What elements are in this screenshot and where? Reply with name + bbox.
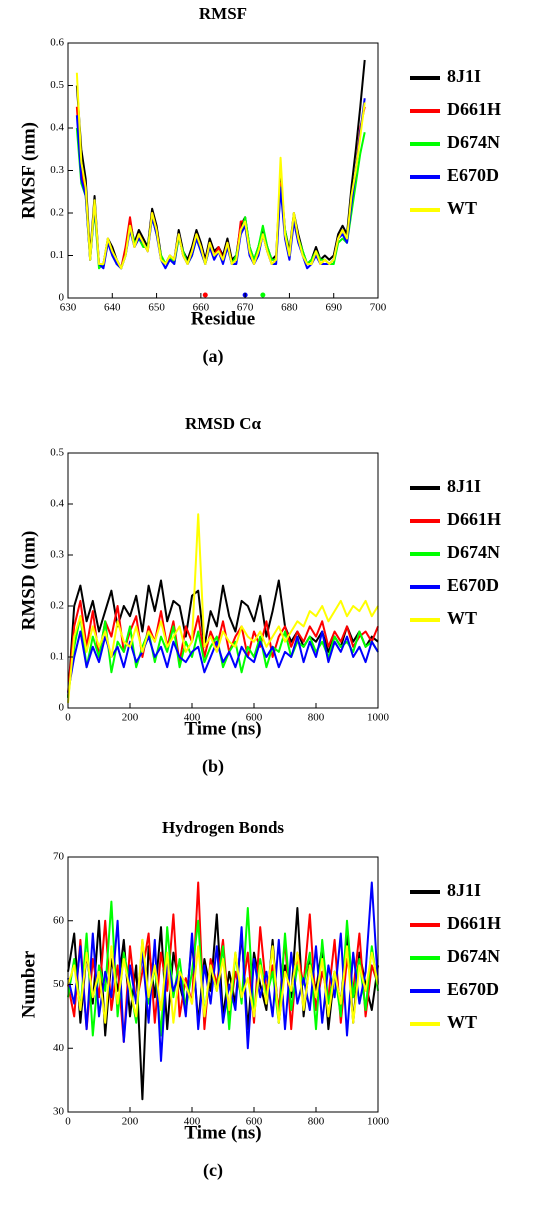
y-axis-label: RMSF (nm) [18,122,39,219]
y-tick-label: 0.1 [50,249,64,261]
x-tick-label: 400 [184,1116,201,1128]
x-tick-label: 680 [281,302,298,314]
x-tick-label: 0 [65,712,71,724]
series-line [67,630,379,693]
series-line [67,615,379,698]
legend-label: D674N [447,542,500,562]
y-tick-label: 0.4 [50,122,64,134]
legend-label: E670D [447,165,499,185]
y-tick-label: 30 [53,1106,65,1118]
x-tick-label: 600 [246,1116,263,1128]
legend-label: WT [447,198,477,218]
panel-label: (b) [202,756,224,777]
y-tick-label: 0.3 [50,164,64,176]
series-line [67,938,379,1024]
x-tick-label: 0 [65,1116,71,1128]
y-axis-label: RMSD (nm) [18,531,39,631]
y-tick-label: 0.3 [50,549,64,561]
series-line [67,513,379,703]
y-tick-label: 0.2 [50,600,64,612]
legend-label: 8J1I [447,880,481,900]
y-axis-label: Number [18,950,39,1018]
y-tick-label: 50 [53,978,65,990]
mutation-marker [202,292,208,298]
legend-label: D661H [447,99,501,119]
legend-label: E670D [447,979,499,999]
series-line [75,127,366,270]
legend-label: D661H [447,509,501,529]
y-tick-label: 0.4 [50,498,64,510]
mutation-marker [260,292,266,298]
panel-label: (c) [203,1160,223,1181]
x-tick-label: 1000 [367,1116,390,1128]
legend-label: D661H [447,913,501,933]
x-axis-label: Residue [191,308,255,329]
y-tick-label: 70 [53,851,65,863]
y-tick-label: 40 [53,1042,65,1054]
x-tick-label: 700 [370,302,387,314]
y-tick-label: 0.5 [50,79,64,91]
series-line [75,106,366,270]
y-tick-label: 0.2 [50,207,64,219]
x-tick-label: 200 [122,712,139,724]
chart-title: RMSF [199,4,247,23]
x-tick-label: 690 [325,302,342,314]
x-axis-label: Time (ns) [184,1122,261,1143]
series-line [75,72,366,270]
chart-title: RMSD Cα [185,414,262,433]
legend-label: D674N [447,946,500,966]
series-line [75,98,366,270]
legend-label: WT [447,608,477,628]
legend-label: 8J1I [447,476,481,496]
y-tick-label: 0 [59,292,65,304]
y-tick-label: 0 [59,702,65,714]
x-tick-label: 800 [308,1116,325,1128]
legend-label: WT [447,1012,477,1032]
series-line [67,599,379,693]
legend-label: D674N [447,132,500,152]
x-tick-label: 640 [104,302,121,314]
plot-frame [67,452,379,709]
x-axis-label: Time (ns) [184,718,261,739]
x-tick-label: 1000 [367,712,390,724]
series-line [67,881,379,1062]
x-tick-label: 400 [184,712,201,724]
x-tick-label: 670 [237,302,254,314]
x-tick-label: 630 [60,302,77,314]
series-line [67,907,379,1101]
x-tick-label: 650 [148,302,165,314]
panel-label: (a) [203,346,224,367]
series-line [75,59,366,270]
chart-title: Hydrogen Bonds [162,818,284,837]
y-tick-label: 60 [53,914,65,926]
x-tick-label: 600 [246,712,263,724]
x-tick-label: 800 [308,712,325,724]
legend-label: E670D [447,575,499,595]
x-tick-label: 660 [193,302,210,314]
y-tick-label: 0.5 [50,447,64,459]
y-tick-label: 0.6 [50,37,64,49]
y-tick-label: 0.1 [50,651,64,663]
legend-label: 8J1I [447,66,481,86]
x-tick-label: 200 [122,1116,139,1128]
